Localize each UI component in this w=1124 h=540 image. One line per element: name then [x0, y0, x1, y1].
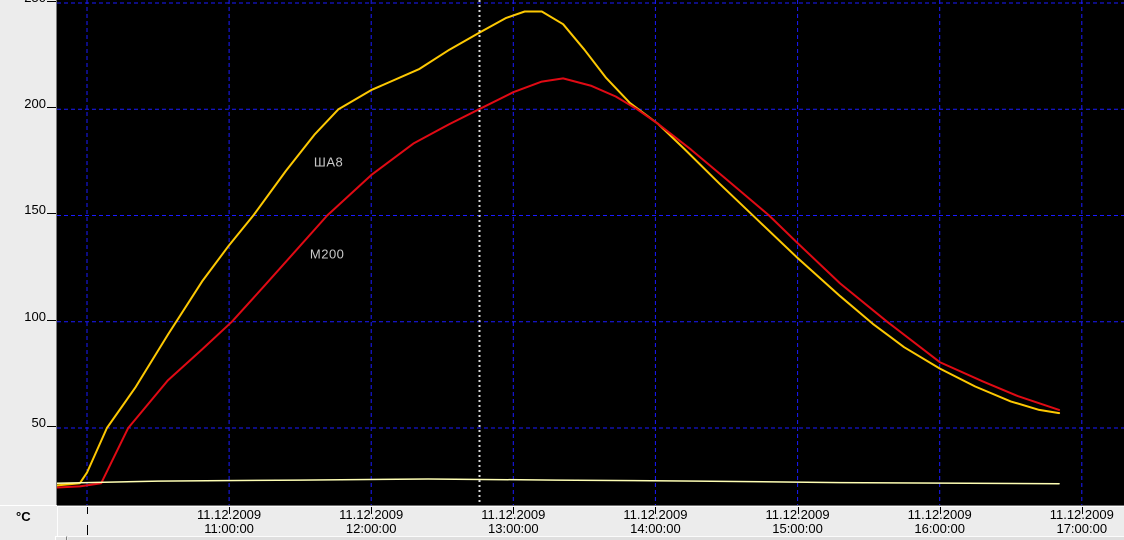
x-axis-label: 11.12.2009 15:00:00	[765, 507, 830, 536]
chart-svg	[57, 0, 1124, 505]
series-sha8-line	[57, 10, 1061, 487]
x-axis-corner: °C	[0, 505, 57, 537]
x-axis-tick	[655, 507, 657, 514]
y-axis-label: 50	[31, 414, 46, 430]
plot-area[interactable]: ША8 М200	[57, 0, 1124, 505]
gridlines-horizontal	[57, 2, 1124, 429]
x-axis-tick	[229, 507, 231, 514]
x-axis-tick	[86, 525, 88, 535]
y-axis-label: 100	[24, 308, 46, 324]
x-axis-tick	[939, 507, 941, 514]
horizontal-scrollbar	[0, 536, 1124, 540]
x-axis-label: 11.12.2009 16:00:00	[907, 507, 972, 536]
series-m200-line	[57, 77, 1061, 489]
y-axis-tick	[47, 107, 56, 109]
x-axis-tick	[86, 507, 88, 514]
scrollbar-track[interactable]	[68, 536, 1124, 540]
gridlines-vertical	[86, 0, 1083, 505]
y-axis-label: 200	[24, 96, 46, 112]
x-axis-tick	[371, 507, 373, 514]
series-ambient-line	[57, 478, 1060, 485]
y-axis-label: 150	[24, 202, 46, 218]
x-axis-label: 11.12.2009 13:00:00	[481, 507, 546, 536]
x-axis-tick	[797, 507, 799, 514]
y-axis-tick	[47, 0, 56, 2]
y-axis-tick	[47, 213, 56, 215]
x-axis: 11.12.2009 11:00:00 11.12.2009 12:00:00 11.1…	[57, 505, 1124, 537]
x-axis-tick	[513, 507, 515, 514]
y-axis-tick	[47, 319, 56, 321]
x-axis-label: 11.12.2009 14:00:00	[623, 507, 688, 536]
x-axis-tick	[1081, 507, 1083, 514]
x-axis-label: 11.12.2009 12:00:00	[339, 507, 404, 536]
series-label-м200: М200	[309, 246, 345, 262]
y-axis: 50 100 150 200 250	[0, 0, 57, 505]
unit-label: °C	[16, 509, 31, 524]
scrollbar-left-button[interactable]	[55, 536, 67, 540]
series-label-ша8: ША8	[313, 154, 344, 170]
x-axis-label: 11.12.2009 17:00:00	[1049, 507, 1114, 536]
y-axis-tick	[47, 425, 56, 427]
x-axis-label: 11.12.2009 11:00:00	[197, 507, 262, 536]
y-axis-label: 250	[2, 0, 46, 5]
